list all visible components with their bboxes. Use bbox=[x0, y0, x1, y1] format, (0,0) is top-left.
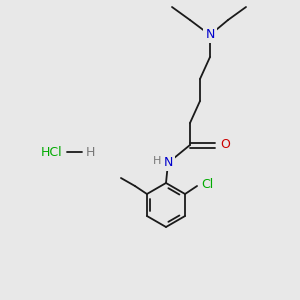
Text: N: N bbox=[163, 157, 173, 169]
Text: HCl: HCl bbox=[41, 146, 63, 158]
Text: Cl: Cl bbox=[201, 178, 213, 190]
Text: H: H bbox=[85, 146, 95, 158]
Text: H: H bbox=[153, 156, 161, 166]
Text: N: N bbox=[205, 28, 215, 41]
Text: O: O bbox=[220, 139, 230, 152]
